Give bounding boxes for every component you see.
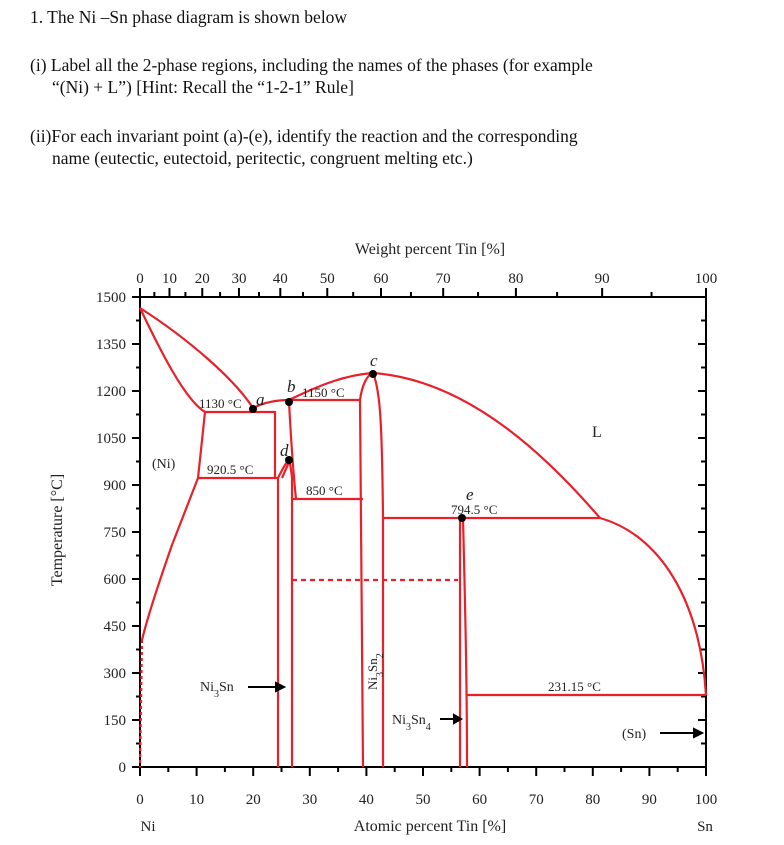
phase-ni3sn: Ni3Sn [200,680,234,700]
arrows [248,681,705,739]
top-tick-label: 60 [374,271,389,287]
label-a: a [256,390,265,409]
y-tick-label: 450 [104,619,127,635]
top-tick-label: 20 [195,271,210,287]
x-tick-label: 30 [302,792,317,808]
liquidus-c-right [372,371,601,519]
liquidus-sn [599,516,708,696]
plot-frame [139,296,707,768]
temp-920: 920.5 °C [207,462,253,477]
ni-solidus [139,307,206,413]
y-tick-label: 1050 [96,431,126,447]
temp-794: 794.5 °C [451,502,497,517]
point-d [285,456,293,464]
question-title: 1. The Ni –Sn phase diagram is shown bel… [30,7,348,27]
point-b [285,398,293,406]
temp-1150: 1150 °C [302,385,345,400]
y-tick-label: 900 [104,478,127,494]
label-b: b [287,377,296,396]
x-tick-label: 10 [189,792,204,808]
x-left-element: Ni [141,819,156,835]
y-tick-label: 300 [104,666,127,682]
label-d: d [280,441,289,460]
phase-ni3sn4: Ni3Sn4 [392,713,431,733]
phase-ni: (Ni) [152,457,176,472]
ni3sn2-right [371,372,385,767]
point-c [369,370,377,378]
temp-850: 850 °C [306,483,343,498]
label-c: c [370,351,378,370]
ni3sn-right [287,459,294,767]
top-tick-label: 0 [136,271,144,287]
y-axis-title: Temperature [°C] [49,474,66,586]
x-right-element: Sn [697,819,713,835]
ni3sn-left [276,459,290,767]
y-tick-label: 0 [119,760,127,776]
top-tick-label: 70 [436,271,451,287]
top-tick-label: 100 [695,271,718,287]
top-tick-label: 50 [320,271,335,287]
top-tick-label: 10 [162,271,177,287]
y-tick-label: 150 [104,713,127,729]
x-tick-label: 100 [695,792,718,808]
point-e [458,514,466,522]
x-tick-label: 60 [472,792,487,808]
temp-231: 231.15 °C [548,679,601,694]
top-tick-label: 90 [595,271,610,287]
x-tick-label: 70 [529,792,544,808]
part-i-line2: “(Ni) + L”) [Hint: Recall the “1-2-1” Ru… [52,77,354,97]
phase-liquid: L [592,424,602,441]
x-tick-label: 90 [642,792,657,808]
phase-boundaries [138,307,708,768]
point-a [249,405,257,413]
part-ii-line1: (ii)For each invariant point (a)-(e), id… [30,126,578,146]
ni-liquidus [139,307,254,409]
top-tick-label: 40 [273,271,288,287]
top-tick-label: 30 [231,271,246,287]
x-tick-label: 80 [585,792,600,808]
ni3sn4-right [461,517,469,768]
phase-sn: (Sn) [622,727,646,742]
y-tick-label: 600 [104,572,127,588]
ni3sn-d-left [280,461,291,479]
top-tick-label: 80 [508,271,523,287]
ni-solvus [140,411,207,641]
x-tick-label: 20 [246,792,261,808]
invariant-points [249,370,466,522]
y-tick-label: 1500 [96,290,126,306]
temp-1130: 1130 °C [199,396,242,411]
label-e: e [466,485,474,504]
line-1130 [205,410,277,478]
x-tick-label: 0 [136,792,144,808]
x-tick-label: 40 [359,792,374,808]
phase-ni3sn2: Ni3Sn2 [365,653,386,690]
ni3sn2-left [358,399,365,768]
y-tick-label: 1200 [96,384,126,400]
x-tick-label: 50 [416,792,431,808]
y-tick-label: 1350 [96,337,126,353]
ni3sn-d-upper [287,401,298,500]
x-axis-title: Atomic percent Tin [%] [354,818,506,835]
top-axis-title: Weight percent Tin [%] [355,241,505,258]
liquidus-bc [288,371,374,401]
part-ii-line2: name (eutectic, eutectoid, peritectic, c… [52,148,473,168]
part-i-line1: (i) Label all the 2-phase regions, inclu… [30,55,593,75]
y-tick-label: 750 [104,525,127,541]
